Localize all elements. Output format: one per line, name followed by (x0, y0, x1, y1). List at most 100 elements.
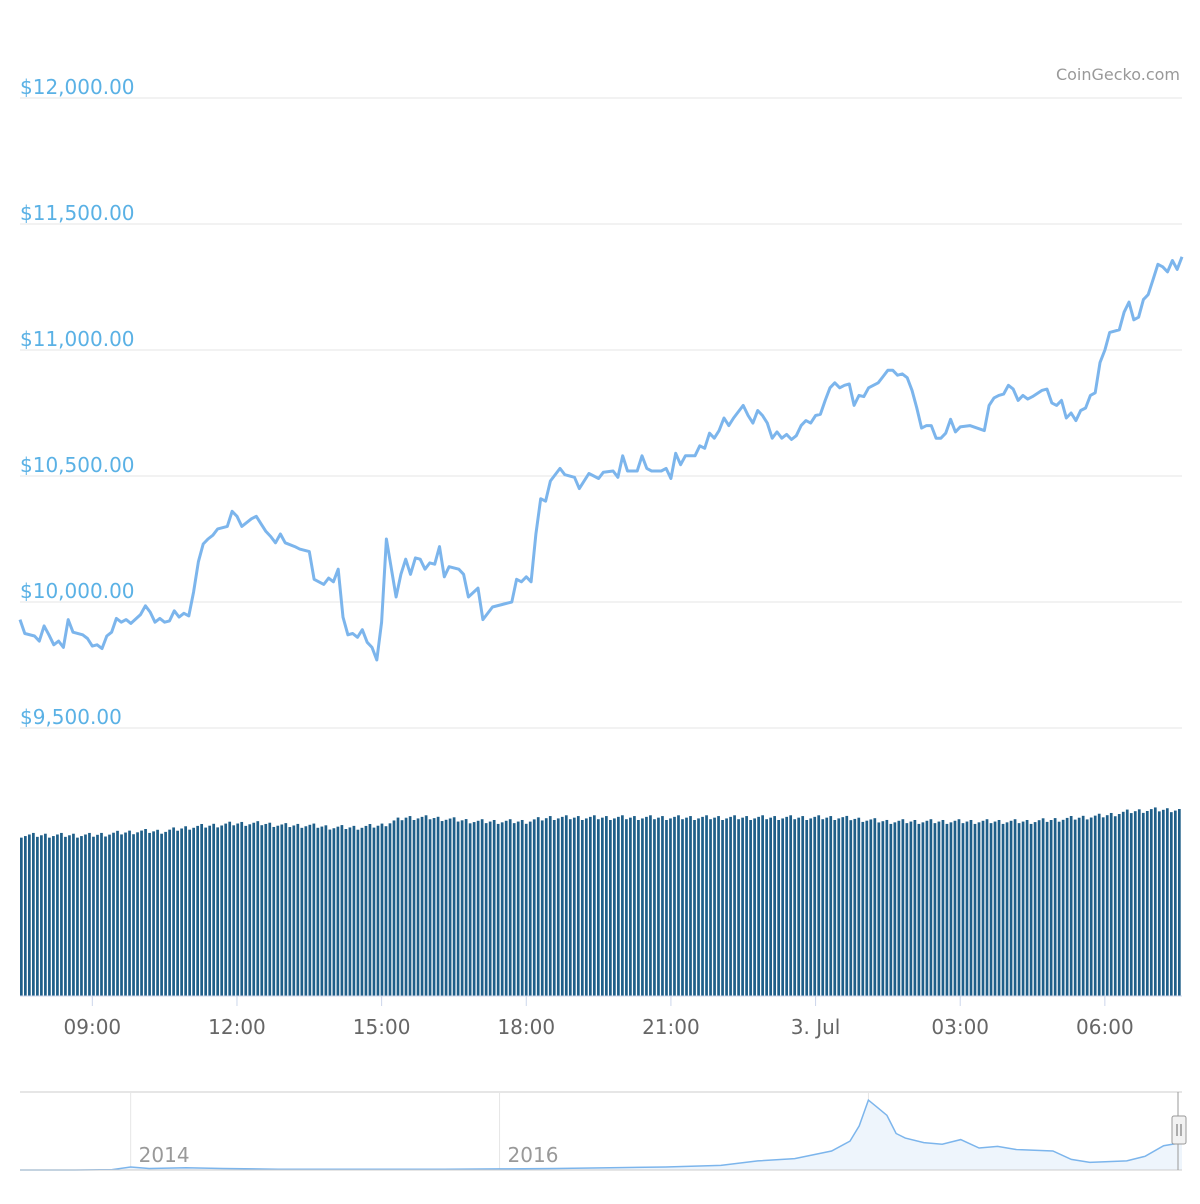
volume-bar (1025, 819, 1029, 996)
volume-bar (929, 819, 933, 996)
volume-bar (312, 823, 316, 996)
volume-bar (977, 822, 981, 996)
volume-bar (941, 819, 945, 996)
volume-bar (340, 825, 344, 996)
volume-bar (116, 830, 119, 996)
volume-bar (873, 818, 877, 996)
volume-bar (617, 816, 620, 996)
volume-bar (260, 825, 264, 996)
volume-bar (80, 836, 83, 996)
volume-bar (1129, 813, 1133, 996)
volume-bar (989, 823, 993, 996)
volume-bar (993, 821, 997, 996)
volume-bar (665, 819, 668, 996)
volume-bar (833, 819, 837, 996)
volume-bar (841, 817, 845, 996)
volume-bar (949, 822, 953, 996)
volume-bar (596, 819, 600, 996)
volume-bar (1117, 814, 1121, 996)
volume-bar (713, 817, 716, 996)
volume-bar (681, 819, 684, 996)
volume-bar (172, 827, 175, 996)
volume-bar (92, 836, 95, 996)
volume-bar (348, 827, 352, 996)
volume-bar (300, 827, 304, 996)
volume-bar (1113, 816, 1117, 996)
volume-bar (705, 815, 708, 996)
volume-bar (392, 820, 396, 996)
y-tick-labels: $9,500.00 $10,000.00 $10,500.00 $11,000.00 $… (20, 75, 135, 729)
volume-bar (112, 832, 115, 996)
x-tick-label: 03:00 (931, 1015, 989, 1039)
volume-bar (1121, 811, 1125, 996)
volume-bar (741, 817, 744, 996)
volume-bar (248, 824, 252, 996)
volume-bar (1065, 817, 1069, 996)
volume-bar (512, 823, 516, 996)
volume-bar (368, 824, 372, 996)
volume-bar (957, 819, 961, 996)
volume-bar (645, 816, 648, 996)
volume-bar (869, 819, 873, 996)
volume-bar (516, 821, 520, 996)
volume-bar (1009, 820, 1013, 996)
navigator-handle[interactable] (1171, 1115, 1187, 1145)
credit-link[interactable]: CoinGecko.com (1056, 65, 1180, 84)
volume-bar (1165, 808, 1169, 996)
volume-bar (464, 819, 468, 996)
volume-bar (1077, 817, 1081, 996)
volume-bar (757, 816, 760, 996)
volume-bar (865, 820, 869, 996)
volume-bar (180, 828, 183, 996)
volume-bar (36, 836, 39, 996)
volume-bar (480, 819, 484, 996)
volume-bar (1153, 807, 1157, 996)
volume-bar (288, 827, 292, 996)
volume-bar (568, 819, 572, 996)
volume-bar (621, 815, 624, 996)
volume-bar (408, 816, 412, 996)
volume-bar (909, 821, 913, 996)
volume-bar (84, 834, 87, 996)
volume-bar (961, 823, 965, 996)
volume-bar (801, 816, 805, 996)
volume-bar (1073, 819, 1077, 996)
volume-bar (72, 833, 75, 996)
volume-bar (504, 820, 508, 996)
navigator-year-label: 2014 (139, 1143, 190, 1167)
volume-bar (352, 825, 356, 996)
volume-bar (1093, 815, 1097, 996)
volume-bar (456, 821, 460, 996)
volume-bar (985, 819, 989, 996)
volume-bar (1069, 816, 1073, 996)
volume-bar (1057, 821, 1061, 996)
volume-bar (76, 837, 79, 996)
volume-bar (136, 832, 139, 996)
volume-bar (657, 817, 660, 996)
x-tick-labels: 09:00 12:00 15:00 18:00 21:00 3. Jul 03:00 06:0… (64, 996, 1134, 1039)
volume-bar (100, 832, 103, 996)
volume-bar (1045, 821, 1049, 996)
volume-bar (1001, 823, 1005, 996)
volume-bar (709, 819, 712, 996)
volume-bar (785, 816, 789, 996)
volume-bar (328, 829, 332, 996)
volume-bar (693, 819, 696, 996)
volume-bar (1033, 822, 1037, 996)
volume-bar (773, 816, 777, 996)
y-tick-label: $9,500.00 (20, 705, 122, 729)
volume-bar (560, 816, 564, 996)
volume-bar (637, 819, 640, 996)
y-tick-label: $11,000.00 (20, 327, 135, 351)
volume-bar (492, 819, 496, 996)
volume-bar (997, 819, 1001, 996)
volume-bar (845, 815, 849, 996)
volume-bar (148, 832, 151, 996)
volume-bar (124, 832, 127, 996)
volume-bar (769, 817, 772, 996)
volume-bar (793, 819, 797, 996)
navigator[interactable]: 201420162018 (20, 1091, 1187, 1171)
volume-bar (745, 816, 748, 996)
volume-bar (320, 826, 324, 996)
